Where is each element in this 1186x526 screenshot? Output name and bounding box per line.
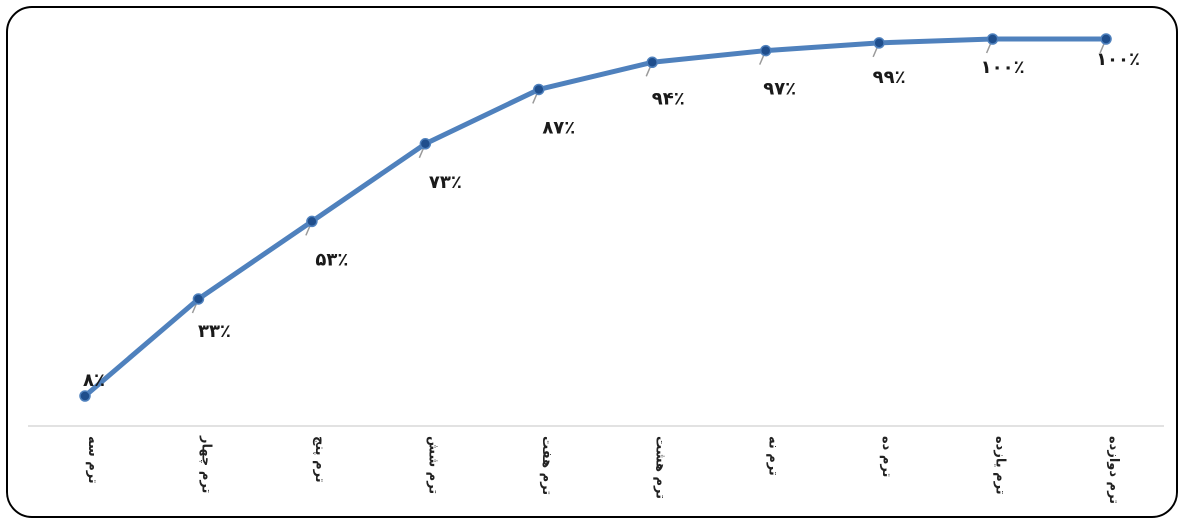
x-tick-label: ترم ده	[879, 436, 894, 477]
x-tick-label: ترم پنج	[312, 436, 327, 483]
x-tick-label: ترم سه	[85, 436, 100, 484]
data-label: ۱۰۰٪	[981, 57, 1025, 78]
data-label: ۸٪	[83, 370, 105, 391]
data-point	[306, 215, 318, 228]
data-markers	[79, 33, 1112, 402]
x-tick-labels: ترم سه ترم چهار ترم پنج ترم شش ترم هفت ترم هش…	[85, 435, 1121, 504]
data-label: ۹۹٪	[873, 67, 906, 88]
x-tick-label: ترم هفت	[539, 436, 554, 495]
data-point	[192, 293, 205, 305]
data-labels: ۸٪ ۳۳٪ ۵۳٪ ۷۳٪ ۸۷٪ ۹۴٪ ۹۷٪ ۹۹٪ ۱۰۰٪ ۱۰۰٪	[83, 49, 1140, 391]
data-label: ۳۳٪	[198, 321, 231, 342]
x-tick-label: ترم یازده	[993, 436, 1008, 495]
data-label: ۸۷٪	[542, 117, 575, 138]
data-label: ۵۳٪	[315, 249, 348, 270]
data-point	[986, 33, 999, 45]
x-tick-label: ترم نه	[766, 436, 781, 476]
x-tick-label: ترم دوازده	[1106, 436, 1121, 504]
data-label: ۹۴٪	[652, 88, 685, 109]
data-point	[646, 56, 658, 69]
data-point	[759, 44, 772, 57]
data-label: ۷۳٪	[429, 172, 462, 193]
data-label: ۱۰۰٪	[1096, 49, 1140, 70]
leader-lines	[191, 38, 1107, 314]
data-point	[873, 37, 885, 49]
data-point	[419, 138, 432, 150]
data-point	[1100, 33, 1112, 45]
data-point	[79, 390, 91, 402]
chart-frame	[6, 6, 1178, 518]
x-tick-label: ترم شش	[425, 436, 440, 494]
x-tick-label: ترم هشت	[652, 436, 667, 499]
x-tick-label: ترم چهار	[198, 435, 213, 493]
data-label: ۹۷٪	[763, 79, 796, 100]
data-point	[533, 83, 545, 96]
series-line	[82, 36, 1109, 399]
